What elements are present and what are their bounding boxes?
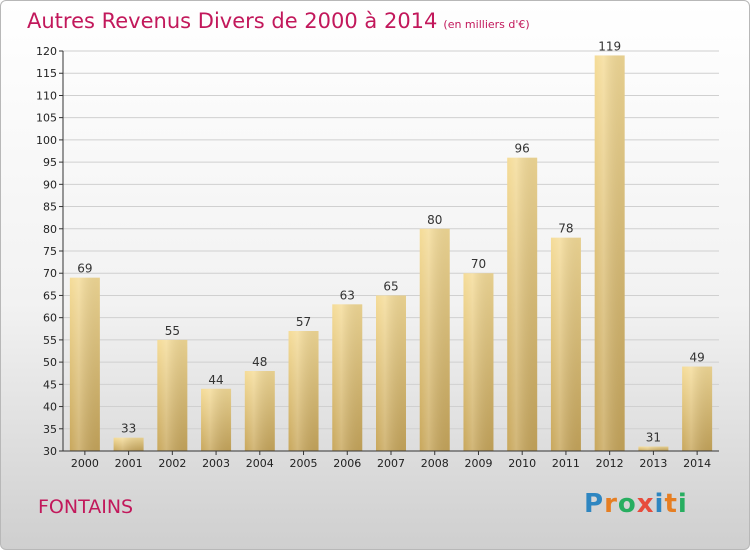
x-tick-label: 2006 [333, 457, 361, 470]
bar-highlight [419, 228, 450, 451]
bar-value-label: 55 [165, 324, 180, 338]
y-tick-label: 115 [36, 67, 57, 80]
y-tick-label: 60 [43, 312, 57, 325]
y-tick-label: 50 [43, 356, 57, 369]
x-tick-label: 2002 [158, 457, 186, 470]
logo-letter: r [604, 489, 618, 519]
x-tick-label: 2014 [683, 457, 711, 470]
bar-value-label: 63 [340, 288, 355, 302]
place-name: FONTAINS [38, 496, 134, 518]
y-tick-label: 120 [36, 45, 57, 58]
bar-value-label: 33 [121, 422, 136, 436]
y-tick-label: 75 [43, 245, 57, 258]
y-tick-label: 45 [43, 378, 57, 391]
x-tick-label: 2010 [508, 457, 536, 470]
y-tick-label: 95 [43, 156, 57, 169]
bar-highlight [201, 388, 232, 451]
bar-value-label: 80 [427, 213, 442, 227]
x-tick-label: 2001 [115, 457, 143, 470]
x-tick-label: 2013 [639, 457, 667, 470]
bar-value-label: 69 [77, 262, 92, 276]
x-tick-label: 2003 [202, 457, 230, 470]
bar-value-label: 96 [515, 142, 530, 156]
bar-highlight [288, 331, 319, 451]
bar-highlight [332, 304, 363, 451]
chart-subtitle: (en milliers d'€) [443, 18, 530, 31]
bar-value-label: 65 [383, 279, 398, 293]
bar-value-label: 31 [646, 431, 661, 445]
bar-value-label: 48 [252, 355, 267, 369]
y-tick-label: 55 [43, 334, 57, 347]
bar-highlight [463, 273, 494, 451]
bar-highlight [507, 157, 538, 451]
x-tick-label: 2009 [464, 457, 492, 470]
x-tick-label: 2000 [71, 457, 99, 470]
y-tick-label: 40 [43, 401, 57, 414]
bar-value-label: 119 [598, 39, 621, 53]
logo-letter: P [584, 489, 605, 519]
chart-title: Autres Revenus Divers de 2000 à 2014 (en … [27, 9, 530, 33]
bar-highlight [244, 371, 275, 451]
y-tick-label: 30 [43, 445, 57, 458]
logo-letter: x [636, 489, 655, 519]
bar-highlight [550, 237, 581, 451]
y-tick-label: 65 [43, 289, 57, 302]
y-tick-label: 70 [43, 267, 57, 280]
bar-highlight [113, 437, 144, 451]
x-tick-label: 2011 [552, 457, 580, 470]
y-tick-label: 35 [43, 423, 57, 436]
x-tick-label: 2004 [246, 457, 274, 470]
y-tick-label: 85 [43, 201, 57, 214]
x-tick-label: 2008 [421, 457, 449, 470]
logo-letter: i [677, 489, 688, 519]
proxiti-logo[interactable]: Proxiti [584, 489, 688, 519]
bar-highlight [594, 55, 625, 451]
logo-letter: t [664, 489, 678, 519]
bar-highlight [638, 446, 669, 451]
bar-highlight [682, 366, 713, 451]
axes: 30 35 40 45 50 55 60 65 70 75 80 85 90 95 100 105 110 115… [36, 45, 719, 470]
y-tick-label: 100 [36, 134, 57, 147]
logo-letter: o [617, 489, 637, 519]
logo-letter: i [654, 489, 665, 519]
bar-highlight [69, 277, 100, 451]
bars: 69 33 55 44 48 57 63 65 80 70 96 78 119 31 49 [69, 39, 713, 451]
x-tick-label: 2005 [290, 457, 318, 470]
chart-title-text: Autres Revenus Divers de 2000 à 2014 [27, 9, 438, 33]
y-tick-label: 80 [43, 223, 57, 236]
bar-highlight [376, 295, 406, 451]
y-tick-label: 90 [43, 178, 57, 191]
bar-value-label: 49 [689, 351, 704, 365]
y-tick-label: 105 [36, 112, 57, 125]
bar-value-label: 57 [296, 315, 311, 329]
bar-value-label: 78 [558, 222, 573, 236]
x-tick-label: 2012 [596, 457, 624, 470]
bar-value-label: 70 [471, 257, 486, 271]
y-tick-label: 110 [36, 89, 57, 102]
bar-highlight [157, 339, 188, 451]
bar-value-label: 44 [208, 373, 223, 387]
x-tick-label: 2007 [377, 457, 405, 470]
